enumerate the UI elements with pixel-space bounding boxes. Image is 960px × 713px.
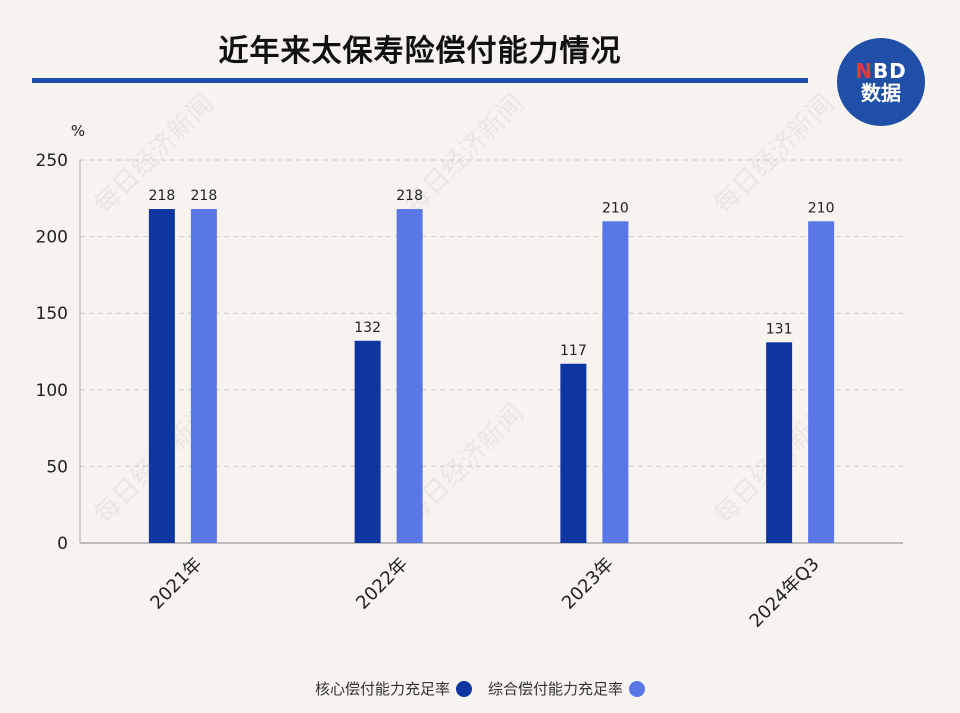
data-label-core: 132 <box>354 320 381 336</box>
y-tick-label: 50 <box>46 457 68 477</box>
x-tick-label: 2023年 <box>558 554 618 614</box>
data-label-comprehensive: 218 <box>396 188 423 204</box>
bar-core <box>766 342 793 543</box>
legend-item-comprehensive: 综合偿付能力充足率 <box>488 678 646 699</box>
bar-comprehensive <box>602 221 629 543</box>
legend-label-core: 核心偿付能力充足率 <box>314 680 450 698</box>
legend-swatch-comprehensive <box>629 680 646 697</box>
bar-comprehensive <box>396 209 423 544</box>
data-label-comprehensive: 218 <box>191 188 218 204</box>
chart-title: 近年来太保寿险偿付能力情况 <box>218 34 622 69</box>
nbd-logo: NBD 数据 <box>837 38 925 126</box>
y-tick-label: 200 <box>36 228 68 248</box>
y-tick-label: 0 <box>57 534 68 554</box>
x-tick-label: 2021年 <box>146 554 206 614</box>
x-tick-label: 2022年 <box>352 554 412 614</box>
data-label-comprehensive: 210 <box>808 200 835 216</box>
legend-item-core: 核心偿付能力充足率 <box>315 678 472 699</box>
data-label-core: 218 <box>149 188 176 204</box>
bar-core <box>560 363 587 543</box>
y-tick-label: 100 <box>36 381 68 401</box>
title-underline <box>32 78 808 83</box>
y-tick-label: 150 <box>36 304 68 324</box>
legend-swatch-core <box>456 680 472 697</box>
bar-comprehensive <box>808 221 835 543</box>
y-tick-label: 250 <box>36 151 68 171</box>
legend: 核心偿付能力充足率 综合偿付能力充足率 <box>0 678 960 699</box>
data-label-comprehensive: 210 <box>602 200 629 216</box>
data-label-core: 131 <box>766 321 793 337</box>
bar-core <box>354 340 381 543</box>
bar-core <box>148 209 175 544</box>
bar-comprehensive <box>190 209 217 544</box>
data-label-core: 117 <box>560 343 587 359</box>
y-axis-unit: % <box>71 122 85 140</box>
legend-label-comprehensive: 综合偿付能力充足率 <box>488 680 624 698</box>
x-tick-label: 2024年Q3 <box>746 554 824 632</box>
